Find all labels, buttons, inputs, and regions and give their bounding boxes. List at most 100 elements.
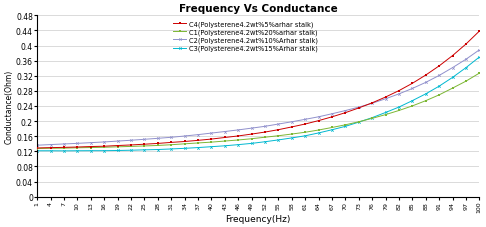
C4(Polysterene4.2wt%5%arhar stalk) bbox=[128, 144, 134, 147]
C3(Polysterene4.2wt%15%Arhar stalk) bbox=[61, 150, 67, 153]
C1(Polysterene4.2wt%20%arhar stalk) bbox=[249, 138, 255, 141]
C2(Polysterene4.2wt%10%Arhar stalk) bbox=[48, 143, 53, 146]
C2(Polysterene4.2wt%10%Arhar stalk) bbox=[141, 138, 147, 141]
C2(Polysterene4.2wt%10%Arhar stalk) bbox=[396, 93, 402, 96]
C1(Polysterene4.2wt%20%arhar stalk) bbox=[315, 129, 321, 132]
C4(Polysterene4.2wt%5%arhar stalk) bbox=[155, 142, 161, 145]
C3(Polysterene4.2wt%15%Arhar stalk) bbox=[74, 150, 80, 153]
C3(Polysterene4.2wt%15%Arhar stalk) bbox=[88, 150, 94, 152]
C3(Polysterene4.2wt%15%Arhar stalk) bbox=[262, 141, 268, 143]
C2(Polysterene4.2wt%10%Arhar stalk) bbox=[115, 140, 121, 143]
C1(Polysterene4.2wt%20%arhar stalk) bbox=[88, 147, 94, 149]
C1(Polysterene4.2wt%20%arhar stalk) bbox=[276, 135, 281, 138]
C2(Polysterene4.2wt%10%Arhar stalk) bbox=[88, 142, 94, 144]
Y-axis label: Conductance(Ohm): Conductance(Ohm) bbox=[4, 69, 13, 143]
C2(Polysterene4.2wt%10%Arhar stalk) bbox=[382, 98, 388, 101]
C3(Polysterene4.2wt%15%Arhar stalk) bbox=[168, 148, 174, 151]
C2(Polysterene4.2wt%10%Arhar stalk) bbox=[409, 88, 415, 90]
C1(Polysterene4.2wt%20%arhar stalk) bbox=[436, 94, 442, 97]
C1(Polysterene4.2wt%20%arhar stalk) bbox=[409, 105, 415, 108]
C1(Polysterene4.2wt%20%arhar stalk) bbox=[115, 146, 121, 148]
C4(Polysterene4.2wt%5%arhar stalk) bbox=[249, 133, 255, 136]
C1(Polysterene4.2wt%20%arhar stalk) bbox=[423, 100, 429, 103]
C2(Polysterene4.2wt%10%Arhar stalk) bbox=[249, 127, 255, 130]
C3(Polysterene4.2wt%15%Arhar stalk) bbox=[249, 142, 255, 145]
C3(Polysterene4.2wt%15%Arhar stalk) bbox=[450, 77, 455, 79]
C3(Polysterene4.2wt%15%Arhar stalk) bbox=[208, 146, 214, 148]
C2(Polysterene4.2wt%10%Arhar stalk) bbox=[356, 106, 362, 109]
C3(Polysterene4.2wt%15%Arhar stalk) bbox=[463, 67, 469, 70]
C2(Polysterene4.2wt%10%Arhar stalk) bbox=[262, 125, 268, 128]
Legend: C4(Polysterene4.2wt%5%arhar stalk), C1(Polysterene4.2wt%20%arhar stalk), C2(Poly: C4(Polysterene4.2wt%5%arhar stalk), C1(P… bbox=[173, 21, 318, 52]
C3(Polysterene4.2wt%15%Arhar stalk) bbox=[315, 132, 321, 135]
C2(Polysterene4.2wt%10%Arhar stalk) bbox=[235, 129, 241, 132]
C2(Polysterene4.2wt%10%Arhar stalk) bbox=[101, 141, 107, 144]
C4(Polysterene4.2wt%5%arhar stalk) bbox=[88, 146, 94, 148]
C1(Polysterene4.2wt%20%arhar stalk) bbox=[74, 147, 80, 150]
C2(Polysterene4.2wt%10%Arhar stalk) bbox=[168, 136, 174, 139]
C3(Polysterene4.2wt%15%Arhar stalk) bbox=[48, 150, 53, 153]
C4(Polysterene4.2wt%5%arhar stalk) bbox=[235, 135, 241, 138]
C1(Polysterene4.2wt%20%arhar stalk) bbox=[168, 144, 174, 146]
C4(Polysterene4.2wt%5%arhar stalk) bbox=[356, 107, 362, 110]
C3(Polysterene4.2wt%15%Arhar stalk) bbox=[423, 93, 429, 96]
C2(Polysterene4.2wt%10%Arhar stalk) bbox=[182, 135, 188, 138]
C3(Polysterene4.2wt%15%Arhar stalk) bbox=[115, 149, 121, 152]
C1(Polysterene4.2wt%20%arhar stalk) bbox=[195, 142, 201, 145]
C2(Polysterene4.2wt%10%Arhar stalk) bbox=[276, 123, 281, 126]
C1(Polysterene4.2wt%20%arhar stalk) bbox=[235, 139, 241, 142]
C2(Polysterene4.2wt%10%Arhar stalk) bbox=[369, 102, 375, 105]
C3(Polysterene4.2wt%15%Arhar stalk) bbox=[235, 144, 241, 146]
C2(Polysterene4.2wt%10%Arhar stalk) bbox=[74, 142, 80, 145]
C4(Polysterene4.2wt%5%arhar stalk) bbox=[476, 31, 482, 33]
C1(Polysterene4.2wt%20%arhar stalk) bbox=[182, 143, 188, 146]
C2(Polysterene4.2wt%10%Arhar stalk) bbox=[155, 137, 161, 140]
C2(Polysterene4.2wt%10%Arhar stalk) bbox=[34, 144, 40, 147]
C3(Polysterene4.2wt%15%Arhar stalk) bbox=[302, 135, 308, 138]
C2(Polysterene4.2wt%10%Arhar stalk) bbox=[450, 67, 455, 70]
C4(Polysterene4.2wt%5%arhar stalk) bbox=[74, 146, 80, 149]
C3(Polysterene4.2wt%15%Arhar stalk) bbox=[155, 148, 161, 151]
C1(Polysterene4.2wt%20%arhar stalk) bbox=[141, 145, 147, 148]
C4(Polysterene4.2wt%5%arhar stalk) bbox=[463, 44, 469, 46]
C3(Polysterene4.2wt%15%Arhar stalk) bbox=[222, 145, 227, 148]
Title: Frequency Vs Conductance: Frequency Vs Conductance bbox=[179, 4, 338, 14]
C3(Polysterene4.2wt%15%Arhar stalk) bbox=[141, 149, 147, 152]
C1(Polysterene4.2wt%20%arhar stalk) bbox=[476, 72, 482, 75]
C4(Polysterene4.2wt%5%arhar stalk) bbox=[48, 147, 53, 149]
C3(Polysterene4.2wt%15%Arhar stalk) bbox=[343, 126, 348, 128]
Line: C3(Polysterene4.2wt%15%Arhar stalk): C3(Polysterene4.2wt%15%Arhar stalk) bbox=[36, 57, 481, 152]
C4(Polysterene4.2wt%5%arhar stalk) bbox=[61, 146, 67, 149]
Line: C1(Polysterene4.2wt%20%arhar stalk): C1(Polysterene4.2wt%20%arhar stalk) bbox=[36, 73, 481, 150]
C3(Polysterene4.2wt%15%Arhar stalk) bbox=[195, 147, 201, 149]
C1(Polysterene4.2wt%20%arhar stalk) bbox=[289, 133, 295, 136]
C4(Polysterene4.2wt%5%arhar stalk) bbox=[423, 74, 429, 77]
C2(Polysterene4.2wt%10%Arhar stalk) bbox=[289, 121, 295, 124]
C2(Polysterene4.2wt%10%Arhar stalk) bbox=[423, 82, 429, 84]
C2(Polysterene4.2wt%10%Arhar stalk) bbox=[343, 110, 348, 112]
C2(Polysterene4.2wt%10%Arhar stalk) bbox=[195, 134, 201, 136]
C1(Polysterene4.2wt%20%arhar stalk) bbox=[262, 136, 268, 139]
C4(Polysterene4.2wt%5%arhar stalk) bbox=[329, 116, 335, 119]
Line: C4(Polysterene4.2wt%5%arhar stalk): C4(Polysterene4.2wt%5%arhar stalk) bbox=[36, 31, 481, 150]
C2(Polysterene4.2wt%10%Arhar stalk) bbox=[61, 143, 67, 146]
C3(Polysterene4.2wt%15%Arhar stalk) bbox=[289, 137, 295, 140]
C1(Polysterene4.2wt%20%arhar stalk) bbox=[396, 110, 402, 112]
C1(Polysterene4.2wt%20%arhar stalk) bbox=[463, 80, 469, 83]
C4(Polysterene4.2wt%5%arhar stalk) bbox=[315, 120, 321, 122]
C2(Polysterene4.2wt%10%Arhar stalk) bbox=[476, 49, 482, 52]
C4(Polysterene4.2wt%5%arhar stalk) bbox=[34, 147, 40, 150]
C4(Polysterene4.2wt%5%arhar stalk) bbox=[343, 112, 348, 115]
C2(Polysterene4.2wt%10%Arhar stalk) bbox=[128, 139, 134, 142]
C4(Polysterene4.2wt%5%arhar stalk) bbox=[262, 131, 268, 134]
C1(Polysterene4.2wt%20%arhar stalk) bbox=[382, 114, 388, 116]
C4(Polysterene4.2wt%5%arhar stalk) bbox=[450, 55, 455, 58]
C2(Polysterene4.2wt%10%Arhar stalk) bbox=[302, 118, 308, 121]
C2(Polysterene4.2wt%10%Arhar stalk) bbox=[436, 75, 442, 77]
C3(Polysterene4.2wt%15%Arhar stalk) bbox=[182, 147, 188, 150]
C4(Polysterene4.2wt%5%arhar stalk) bbox=[369, 102, 375, 105]
C4(Polysterene4.2wt%5%arhar stalk) bbox=[409, 83, 415, 85]
C3(Polysterene4.2wt%15%Arhar stalk) bbox=[476, 57, 482, 59]
C1(Polysterene4.2wt%20%arhar stalk) bbox=[369, 117, 375, 120]
C3(Polysterene4.2wt%15%Arhar stalk) bbox=[34, 150, 40, 153]
